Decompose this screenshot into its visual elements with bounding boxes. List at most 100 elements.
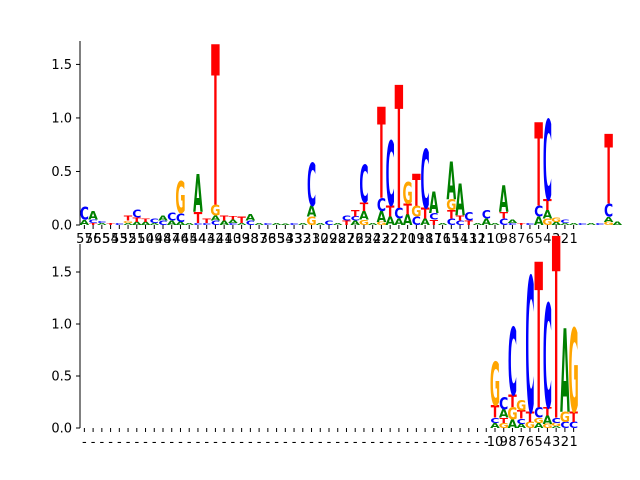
logo-letter-a: A <box>612 221 623 226</box>
logo-letter-c: C <box>464 210 473 224</box>
logo-column: A <box>333 223 343 226</box>
logo-letter-c: C <box>176 211 185 225</box>
logo-letter-t: T <box>360 200 369 214</box>
logo-letter-a: A <box>237 223 247 226</box>
logo-letter-a: A <box>228 219 239 224</box>
logo-letter-t: T <box>508 391 517 412</box>
logo-column: C <box>289 223 299 226</box>
x-tick-label: 50 <box>137 232 154 247</box>
logo-column: ATC <box>385 125 395 228</box>
logo-column: A <box>184 223 194 226</box>
logo-letter-c: C <box>525 239 534 455</box>
x-tick-label: 41 <box>216 232 233 247</box>
logo-letter-g: G <box>359 219 369 227</box>
logo-letter-c: C <box>115 223 125 226</box>
logo-letter-c: C <box>508 309 517 417</box>
logo-column: CTA <box>455 175 465 227</box>
logo-letter-c: C <box>604 200 613 221</box>
logo-column: C <box>595 223 605 226</box>
logo-column: AT <box>219 215 229 227</box>
x-tick-label: 37 <box>251 232 268 247</box>
logo-column: CTG <box>569 307 579 439</box>
logo-letter-a: A <box>211 215 221 223</box>
logo-letter-g: G <box>175 172 185 224</box>
logo-letter-t: T <box>141 218 150 223</box>
x-tick-label: - <box>370 435 375 450</box>
logo-letter-t: T <box>465 220 474 227</box>
logo-letter-a: A <box>280 224 290 226</box>
logo-letter-t: T <box>211 0 220 257</box>
x-tick-label: - <box>440 435 445 450</box>
x-tick-label: - <box>265 435 270 450</box>
x-tick-label: - <box>397 435 402 450</box>
logo-letter-t: T <box>89 223 99 226</box>
x-tick-label: 32 <box>295 232 312 247</box>
x-tick-label: - <box>126 435 131 450</box>
logo-column: A <box>315 223 325 226</box>
logo-letter-t: T <box>194 210 203 227</box>
logo-letter-a: A <box>516 423 526 429</box>
logo-letter-c: C <box>359 154 368 214</box>
logo-column: AC <box>80 203 90 227</box>
x-tick-label: - <box>187 435 192 450</box>
logo-letter-c: C <box>307 152 316 220</box>
x-tick-label: - <box>466 435 471 450</box>
logo-letter-c: C <box>89 219 98 224</box>
x-tick-label: 16 <box>434 232 451 247</box>
logo-letter-c: C <box>569 420 578 430</box>
logo-letter-a: A <box>560 307 570 439</box>
logo-letter-c: C <box>560 420 569 430</box>
logo-letter-c: C <box>351 216 360 223</box>
x-tick-label: 25 <box>356 232 373 247</box>
logo-column: CTA <box>499 180 509 227</box>
logo-column: C <box>578 223 588 226</box>
logo-letter-c: C <box>228 223 238 226</box>
logo-letter-a: A <box>481 217 491 228</box>
logo-column: AC <box>167 211 177 227</box>
logo-letter-a: A <box>499 180 509 222</box>
logo-letter-g: G <box>542 423 552 429</box>
logo-letter-a: A <box>508 219 519 224</box>
logo-letter-c: C <box>543 275 552 441</box>
logo-letter-t: T <box>124 215 133 223</box>
logo-letter-a: A <box>158 215 168 223</box>
x-tick-label: 6 <box>526 435 534 450</box>
x-tick-label: - <box>423 435 428 450</box>
logo-letter-c: C <box>193 223 203 226</box>
logo-column: A <box>368 223 378 226</box>
logo-letter-a: A <box>473 223 483 226</box>
logo-column: CGA <box>560 307 570 439</box>
x-tick-label: 45 <box>181 232 198 247</box>
logo-letter-t: T <box>526 410 535 426</box>
x-tick-label: 28 <box>329 232 346 247</box>
x-tick-label: 56 <box>85 232 102 247</box>
logo-letter-t: T <box>229 216 238 221</box>
y-tick-label: 1.0 <box>51 111 72 126</box>
logo-column: C <box>525 223 535 226</box>
logo-letter-t: T <box>517 408 526 421</box>
logo-letter-a: A <box>219 220 229 227</box>
x-tick-label: 2 <box>561 435 569 450</box>
logo-letter-c: C <box>560 219 569 224</box>
logo-column: C <box>263 223 273 226</box>
logo-letter-t: T <box>543 405 552 418</box>
logo-letter-a: A <box>551 221 562 226</box>
logo-column: T <box>517 223 527 226</box>
logo-letter-c: C <box>150 218 159 225</box>
y-tick-label: 1.5 <box>51 58 72 73</box>
x-tick-label: 15 <box>443 232 460 247</box>
logo-letter-t: T <box>395 53 404 249</box>
x-tick-label: - <box>484 435 489 450</box>
x-tick-label: 43 <box>198 232 215 247</box>
logo-letter-t: T <box>133 217 142 224</box>
x-tick-label: - <box>335 435 340 450</box>
logo-letter-a: A <box>141 221 152 226</box>
logo-column: CAT <box>228 216 239 226</box>
x-tick-label: 8 <box>508 232 516 247</box>
logo-letter-a: A <box>508 418 518 431</box>
logo-column: TCA <box>429 187 439 227</box>
x-tick-label: - <box>169 435 174 450</box>
